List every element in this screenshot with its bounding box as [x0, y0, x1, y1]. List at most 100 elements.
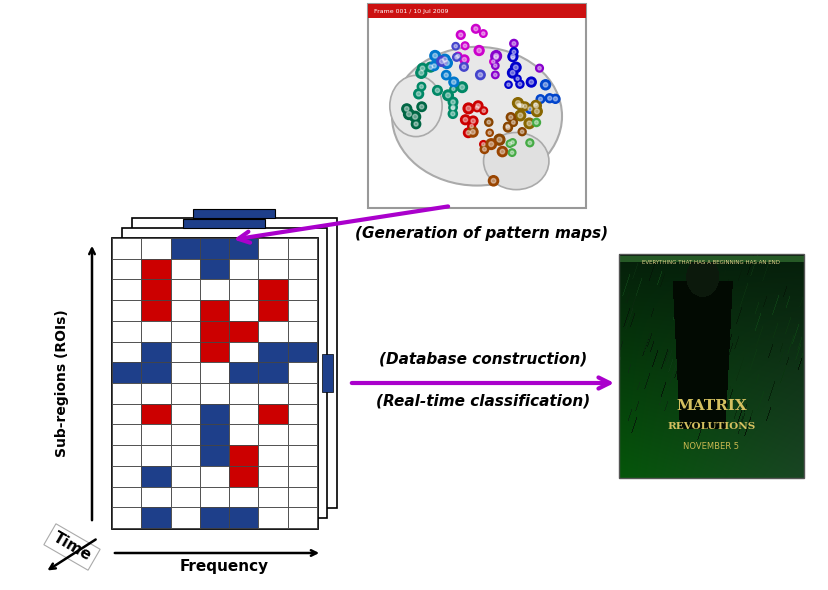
Circle shape	[462, 57, 466, 61]
Bar	[287, 258, 316, 280]
Bar	[141, 404, 171, 424]
Circle shape	[491, 179, 495, 183]
Text: (Real-time classification): (Real-time classification)	[375, 393, 590, 408]
Bar	[171, 424, 200, 445]
Circle shape	[444, 61, 449, 65]
Bar	[287, 300, 316, 321]
Circle shape	[456, 82, 467, 93]
Circle shape	[455, 55, 458, 59]
Circle shape	[413, 89, 423, 99]
Circle shape	[439, 54, 450, 65]
Circle shape	[435, 88, 439, 93]
Circle shape	[450, 100, 455, 104]
Bar	[287, 507, 316, 528]
Circle shape	[522, 104, 527, 109]
Bar	[287, 487, 316, 507]
Bar	[112, 424, 141, 445]
Circle shape	[528, 80, 533, 84]
Bar	[229, 280, 258, 300]
Circle shape	[520, 102, 529, 111]
Circle shape	[536, 95, 544, 103]
Bar	[229, 342, 258, 362]
Circle shape	[488, 176, 498, 186]
Circle shape	[526, 77, 536, 87]
Circle shape	[518, 104, 521, 107]
Circle shape	[551, 94, 559, 103]
Bar	[258, 238, 287, 258]
Circle shape	[479, 140, 487, 148]
Circle shape	[474, 27, 477, 31]
Circle shape	[441, 70, 450, 80]
Circle shape	[432, 54, 437, 58]
Bar	[229, 466, 258, 487]
Bar	[171, 300, 200, 321]
Circle shape	[515, 80, 523, 88]
Circle shape	[485, 129, 493, 136]
Bar	[287, 280, 316, 300]
Circle shape	[428, 65, 432, 69]
Bar	[141, 383, 171, 404]
Bar	[171, 404, 200, 424]
Bar	[368, 4, 585, 208]
Circle shape	[460, 55, 469, 64]
Bar	[112, 300, 141, 321]
Ellipse shape	[392, 47, 561, 186]
Bar	[171, 321, 200, 342]
Circle shape	[442, 90, 453, 100]
Circle shape	[527, 141, 531, 145]
Circle shape	[485, 139, 496, 149]
Bar	[258, 362, 287, 383]
Bar	[112, 238, 141, 258]
Text: (Generation of pattern maps): (Generation of pattern maps)	[355, 226, 608, 241]
Circle shape	[491, 71, 498, 78]
Bar	[112, 466, 141, 487]
Bar	[229, 238, 258, 258]
Bar	[287, 238, 316, 258]
Bar	[171, 342, 200, 362]
Circle shape	[510, 71, 514, 75]
Circle shape	[512, 42, 515, 45]
Circle shape	[533, 103, 537, 108]
Circle shape	[416, 67, 426, 78]
Bar	[229, 487, 258, 507]
Circle shape	[463, 103, 474, 114]
Text: Frame 001 / 10 Jul 2009: Frame 001 / 10 Jul 2009	[373, 8, 448, 14]
Circle shape	[406, 112, 411, 117]
Circle shape	[517, 103, 520, 107]
Circle shape	[532, 101, 538, 109]
Bar	[200, 362, 229, 383]
Bar	[287, 466, 316, 487]
Bar	[229, 321, 258, 342]
Bar	[287, 342, 316, 362]
Bar	[171, 258, 200, 280]
Circle shape	[505, 126, 509, 129]
Circle shape	[403, 109, 414, 120]
Bar	[200, 383, 229, 404]
Circle shape	[450, 106, 455, 109]
Circle shape	[419, 85, 423, 88]
Bar	[258, 466, 287, 487]
Circle shape	[470, 130, 474, 135]
Circle shape	[499, 149, 504, 154]
Circle shape	[402, 104, 412, 114]
Circle shape	[459, 63, 468, 71]
Circle shape	[461, 65, 465, 69]
Bar	[171, 238, 200, 258]
Circle shape	[463, 44, 466, 48]
Bar	[171, 507, 200, 528]
Circle shape	[430, 51, 440, 61]
Bar	[287, 383, 316, 404]
Bar	[141, 507, 171, 528]
Circle shape	[465, 106, 470, 111]
Bar	[112, 404, 141, 424]
Circle shape	[458, 33, 462, 37]
Circle shape	[449, 77, 458, 87]
Text: Sub-regions (ROIs): Sub-regions (ROIs)	[55, 309, 69, 457]
Bar	[200, 280, 229, 300]
Bar	[141, 487, 171, 507]
Bar	[229, 507, 258, 528]
Bar	[200, 507, 229, 528]
Circle shape	[473, 101, 483, 111]
Bar	[141, 445, 171, 466]
Circle shape	[481, 32, 484, 35]
